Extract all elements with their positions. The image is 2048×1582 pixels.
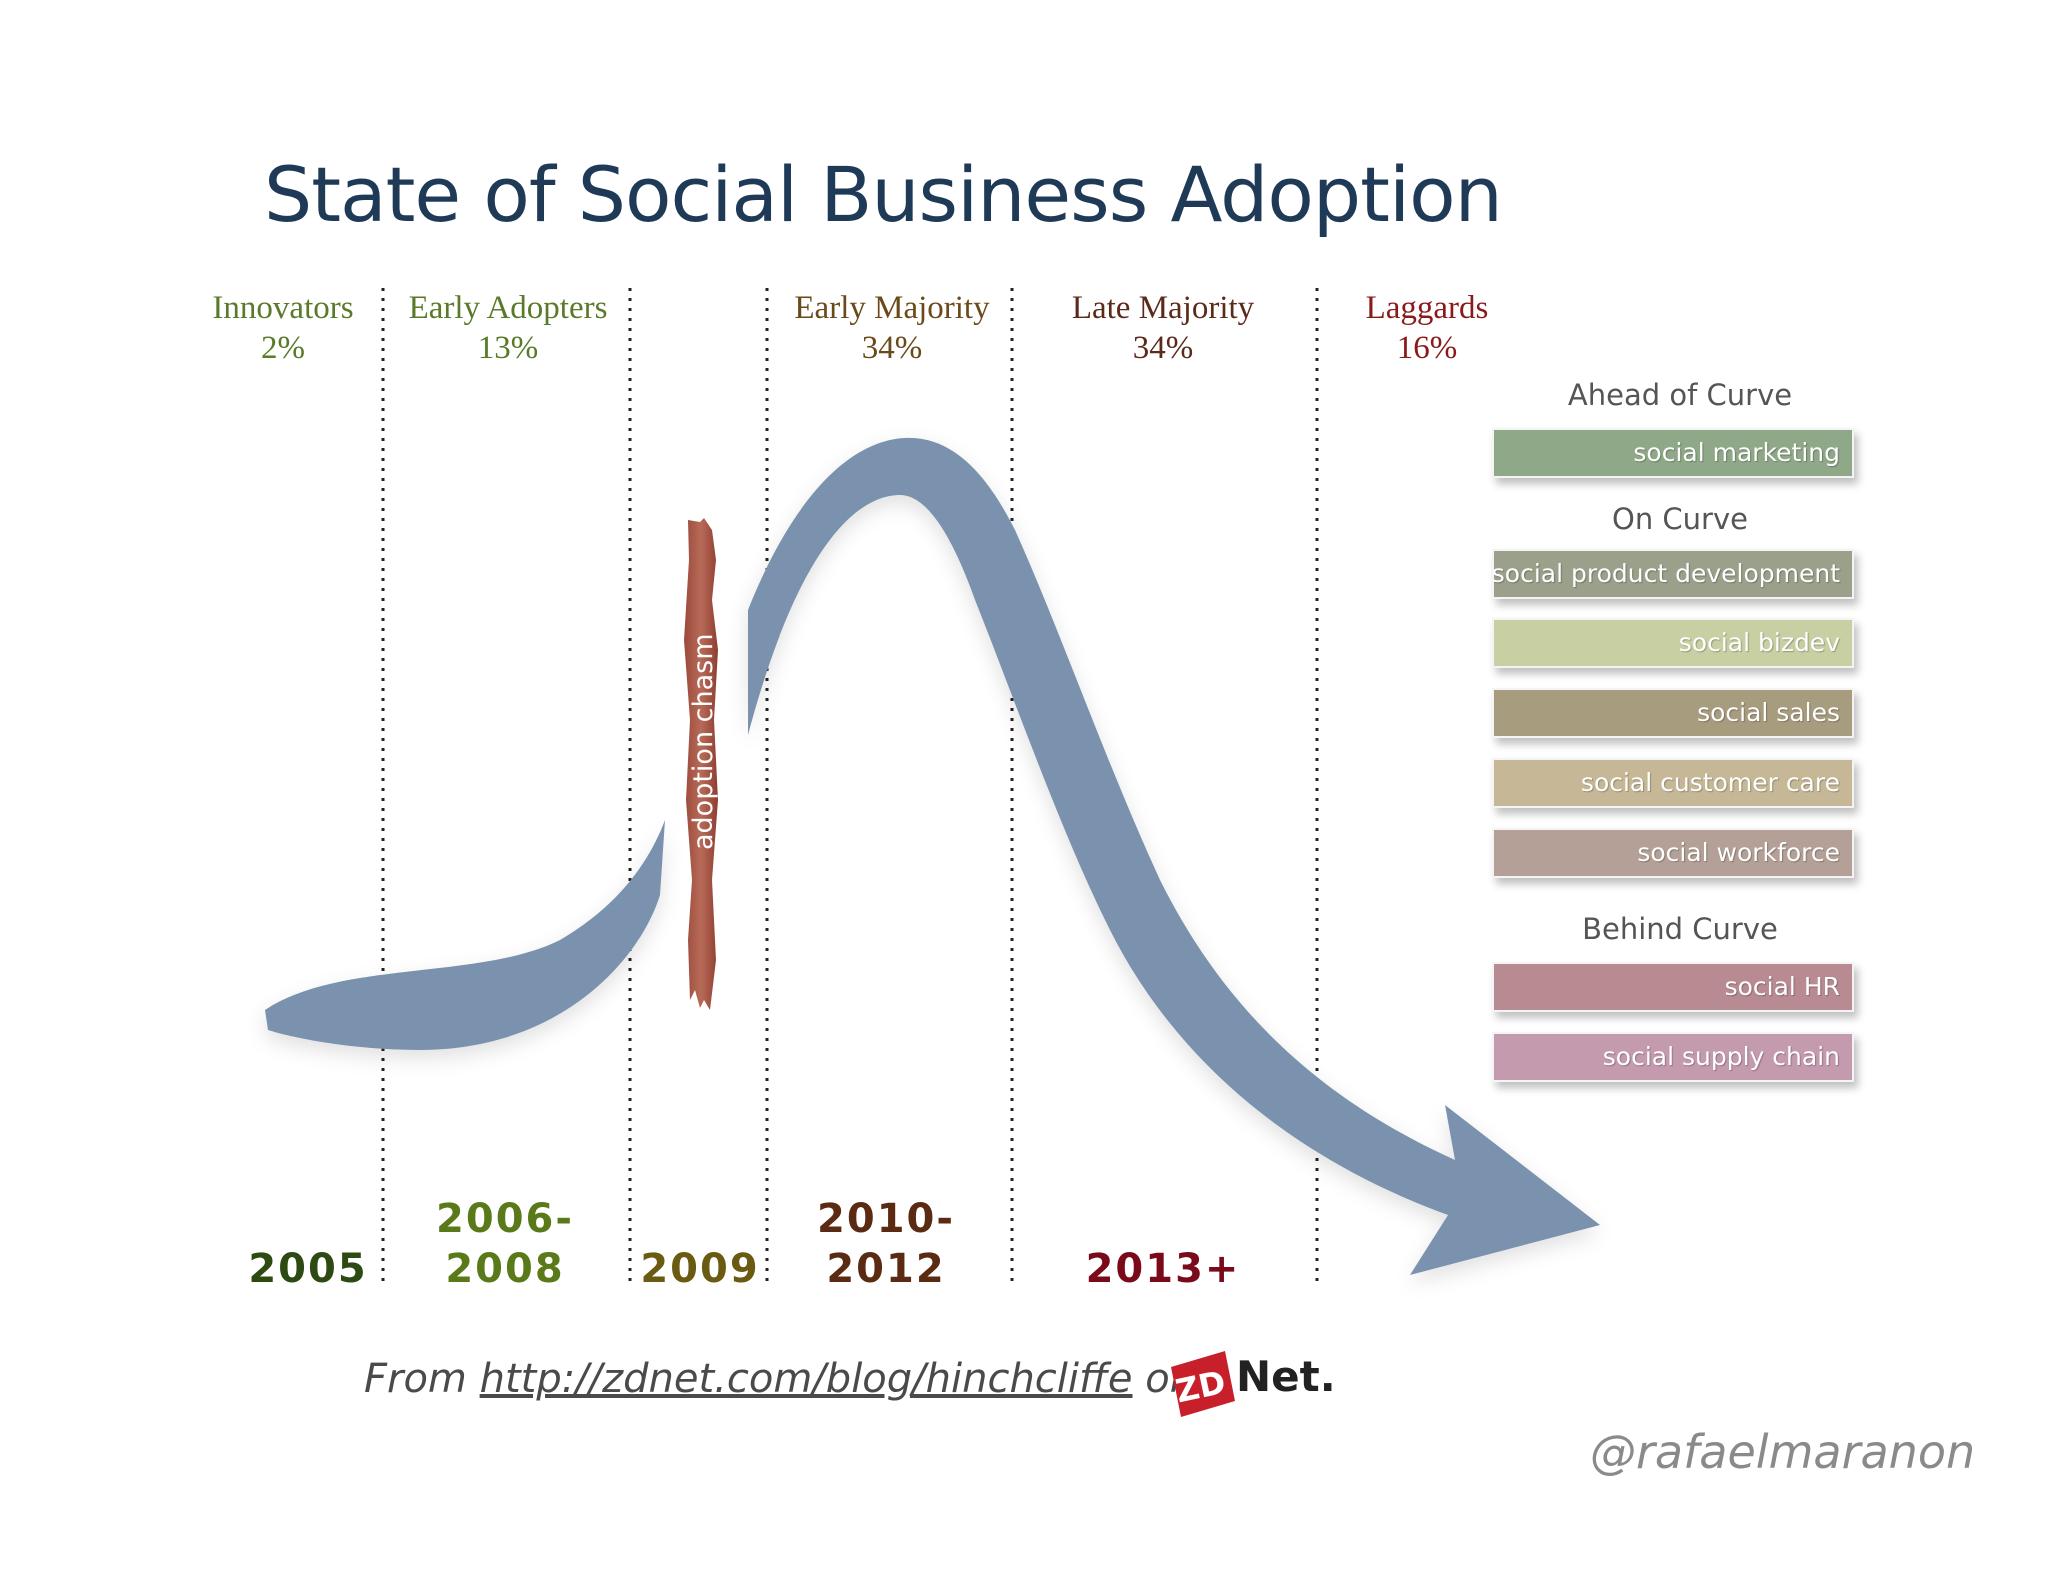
segment-dividers	[381, 288, 1319, 1285]
function-bar-social-supply-chain: social supply chain	[1492, 1032, 1854, 1082]
function-bar-social-workforce: social workforce	[1492, 828, 1854, 878]
segment-share: 34%	[1132, 330, 1194, 366]
year-2005: 2005	[248, 1244, 367, 1294]
segment-label-early-majority: Early Majority 34%	[794, 288, 989, 368]
function-bar-social-hr: social HR	[1492, 962, 1854, 1012]
year-text-line2: 2008	[445, 1246, 565, 1292]
segment-share: 13%	[477, 330, 539, 366]
year-text-line2: 2012	[826, 1246, 946, 1292]
adoption-curve-right	[748, 437, 1600, 1275]
year-text: 2005	[248, 1246, 368, 1292]
function-bar-social-product-development: social product development	[1492, 549, 1854, 599]
function-bar-social-sales: social sales	[1492, 688, 1854, 738]
year-text: 2013+	[1085, 1246, 1241, 1292]
adoption-chasm: adoption chasm	[684, 518, 719, 1010]
year-2013-plus: 2013+	[1086, 1244, 1241, 1294]
group-label-on-curve: On Curve	[1612, 502, 1748, 536]
source-prefix: From	[364, 1356, 467, 1402]
segment-label-laggards: Laggards 16%	[1366, 288, 1489, 368]
adoption-curve-left	[265, 820, 665, 1050]
zdnet-logo-icon: ZD	[1171, 1351, 1235, 1417]
function-label: social bizdev	[1678, 628, 1840, 657]
year-2010-2012: 2010- 2012	[817, 1194, 955, 1294]
chasm-label: adoption chasm	[688, 633, 719, 850]
segment-label-late-majority: Late Majority 34%	[1072, 288, 1254, 368]
function-label: social marketing	[1633, 438, 1840, 467]
function-bar-social-customer-care: social customer care	[1492, 758, 1854, 808]
segment-name: Laggards	[1365, 290, 1489, 326]
function-label: social customer care	[1580, 768, 1840, 797]
function-bar-social-bizdev: social bizdev	[1492, 618, 1854, 668]
year-text-line1: 2006-	[436, 1196, 574, 1242]
function-label: social product development	[1491, 559, 1840, 588]
source-credit: From http://zdnet.com/blog/hinchcliffe o…	[364, 1356, 1195, 1402]
segment-name: Early Majority	[794, 290, 990, 326]
segment-share: 2%	[260, 330, 305, 366]
segment-share: 16%	[1396, 330, 1458, 366]
author-handle: @rafaelmaranon	[1590, 1425, 1976, 1479]
function-label: social supply chain	[1602, 1042, 1840, 1071]
segment-share: 34%	[861, 330, 923, 366]
function-label: social sales	[1697, 698, 1840, 727]
function-label: social HR	[1724, 972, 1840, 1001]
function-bar-social-marketing: social marketing	[1492, 428, 1854, 478]
function-label: social workforce	[1637, 838, 1840, 867]
segment-name: Innovators	[212, 290, 354, 326]
segment-name: Late Majority	[1071, 290, 1255, 326]
group-label-behind-curve: Behind Curve	[1582, 912, 1778, 946]
chasm-brush-stroke	[684, 518, 718, 1010]
year-2009: 2009	[640, 1244, 759, 1294]
zdnet-logo-text: Net.	[1236, 1352, 1336, 1401]
group-label-ahead-of-curve: Ahead of Curve	[1567, 378, 1793, 412]
segment-label-early-adopters: Early Adopters 13%	[409, 288, 608, 368]
year-text: 2009	[640, 1246, 760, 1292]
segment-name: Early Adopters	[408, 290, 608, 326]
year-2006-2008: 2006- 2008	[436, 1194, 574, 1294]
zdnet-logo-shape	[1171, 1351, 1235, 1417]
segment-label-innovators: Innovators 2%	[212, 288, 353, 368]
year-text-line1: 2010-	[817, 1196, 955, 1242]
page-title: State of Social Business Adoption	[264, 150, 1503, 239]
source-link[interactable]: http://zdnet.com/blog/hinchcliffe	[479, 1356, 1133, 1402]
